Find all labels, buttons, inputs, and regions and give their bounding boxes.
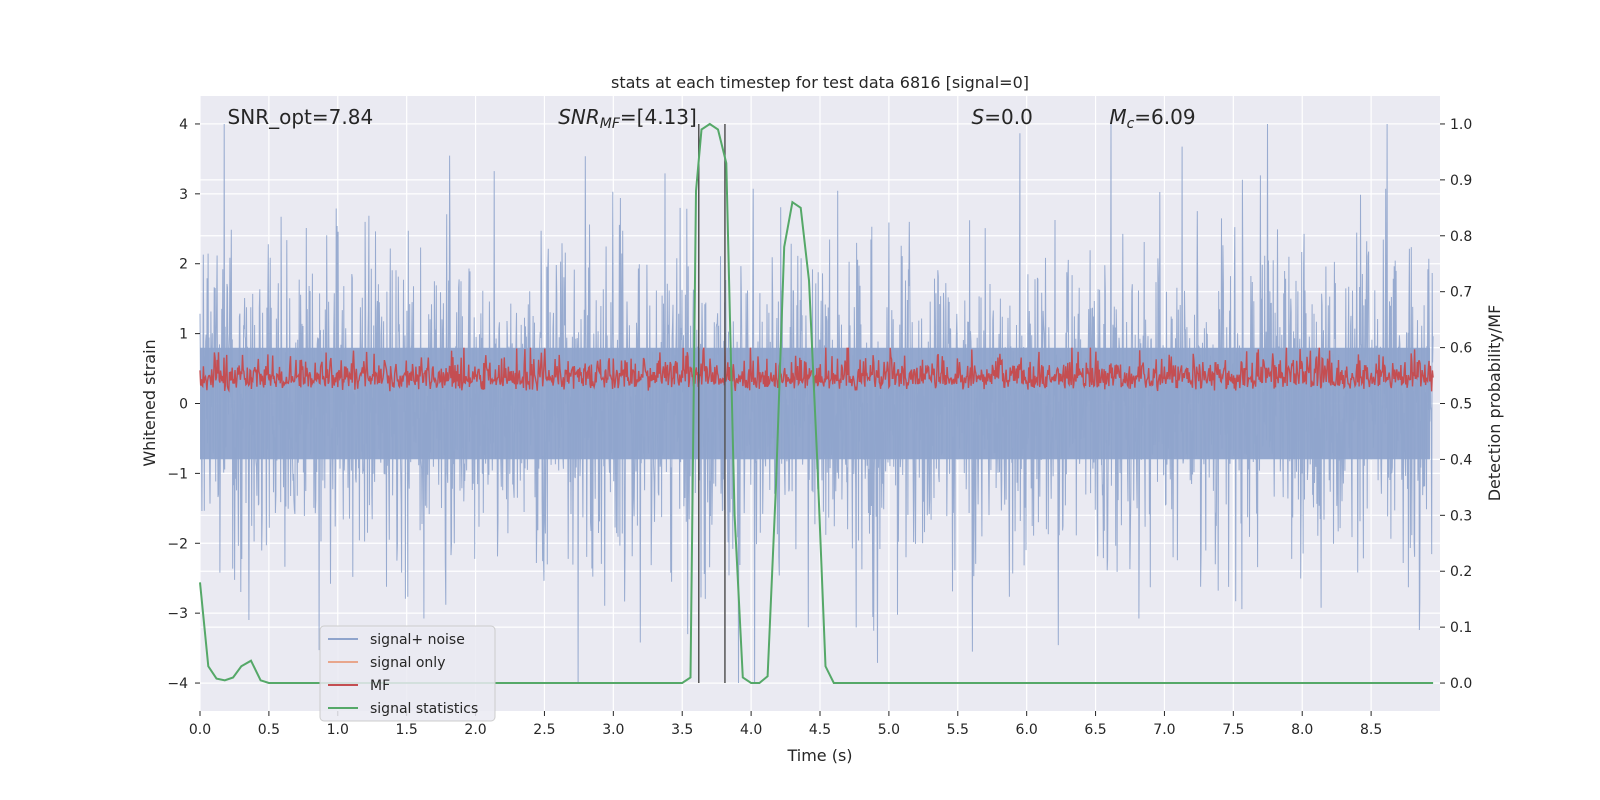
x-tick-label: 6.5 xyxy=(1084,722,1106,738)
x-tick-label: 8.0 xyxy=(1291,722,1313,738)
y-right-tick-label: 0.4 xyxy=(1450,452,1472,468)
y-left-tick-labels: −4 −3 −2 −1 0 1 2 3 4 xyxy=(167,117,200,692)
annotation-3: Mc=6.09 xyxy=(1109,105,1195,132)
x-tick-label: 0.5 xyxy=(258,722,280,738)
y-axis-left-label: Whitened strain xyxy=(140,339,159,466)
x-tick-label: 8.5 xyxy=(1360,722,1382,738)
y-right-tick-label: 0.1 xyxy=(1450,620,1472,636)
y-right-tick-label: 0.0 xyxy=(1450,676,1472,692)
y-right-tick-label: 0.8 xyxy=(1450,229,1472,245)
annotation-2: S=0.0 xyxy=(972,105,1033,129)
y-right-tick-labels: 0.0 0.1 0.2 0.3 0.4 0.5 0.6 0.7 0.8 0.9 1.0 xyxy=(1440,117,1472,692)
y-left-tick-label: −4 xyxy=(167,676,188,692)
y-right-tick-label: 0.3 xyxy=(1450,508,1472,524)
y-right-tick-label: 0.7 xyxy=(1450,285,1472,301)
x-tick-label: 1.5 xyxy=(396,722,418,738)
signal-statistics-line xyxy=(199,122,1434,684)
y-right-tick-label: 0.6 xyxy=(1450,341,1472,357)
legend-label-signal-statistics: signal statistics xyxy=(370,701,478,717)
legend-label-mf: MF xyxy=(370,678,390,694)
x-tick-label: 0.0 xyxy=(189,722,211,738)
legend-label-signal-noise: signal+ noise xyxy=(370,632,465,648)
y-left-tick-label: −1 xyxy=(167,466,188,482)
x-tick-label: 3.5 xyxy=(671,722,693,738)
legend-label-signal-only: signal only xyxy=(370,655,445,671)
x-tick-labels: 0.0 0.5 1.0 1.5 2.0 2.5 3.0 3.5 4.0 4.5 5.0 5.5 6.0 6… xyxy=(189,711,1382,738)
x-axis-label: Time (s) xyxy=(786,746,852,765)
mf-line xyxy=(199,347,1434,393)
y-right-tick-label: 0.5 xyxy=(1450,397,1472,413)
chart-title: stats at each timestep for test data 681… xyxy=(611,73,1029,92)
legend: signal+ noise signal only MF signal stat… xyxy=(319,625,496,722)
x-tick-label: 4.0 xyxy=(740,722,762,738)
series-signal-statistics xyxy=(199,122,1434,684)
x-tick-label: 5.5 xyxy=(947,722,969,738)
y-right-tick-label: 1.0 xyxy=(1450,117,1472,133)
x-tick-label: 6.0 xyxy=(1016,722,1038,738)
y-left-tick-label: −3 xyxy=(167,606,188,622)
annotations: SNR_opt=7.84 SNRMF=[4.13] S=0.0 Mc=6.09 xyxy=(228,105,1196,132)
y-axis-right-label: Detection probability/MF xyxy=(1485,305,1504,502)
series-mf xyxy=(199,347,1434,393)
legend-box xyxy=(319,625,496,722)
y-right-tick-label: 0.2 xyxy=(1450,564,1472,580)
x-tick-label: 1.0 xyxy=(327,722,349,738)
annotation-1: SNRMF=[4.13] xyxy=(558,105,697,132)
y-left-tick-label: −2 xyxy=(167,536,188,552)
x-tick-label: 2.5 xyxy=(533,722,555,738)
x-tick-label: 7.0 xyxy=(1153,722,1175,738)
x-tick-label: 4.5 xyxy=(809,722,831,738)
y-left-tick-label: 1 xyxy=(179,327,188,343)
y-left-tick-label: 2 xyxy=(179,257,188,273)
x-tick-label: 7.5 xyxy=(1222,722,1244,738)
y-left-tick-label: 4 xyxy=(179,117,188,133)
y-right-tick-label: 0.9 xyxy=(1450,173,1472,189)
annotation-0: SNR_opt=7.84 xyxy=(228,105,374,129)
x-tick-label: 5.0 xyxy=(878,722,900,738)
y-left-tick-label: 0 xyxy=(179,397,188,413)
y-left-tick-label: 3 xyxy=(179,187,188,203)
x-tick-label: 2.0 xyxy=(464,722,486,738)
vertical-markers xyxy=(698,123,726,684)
x-tick-label: 3.0 xyxy=(602,722,624,738)
